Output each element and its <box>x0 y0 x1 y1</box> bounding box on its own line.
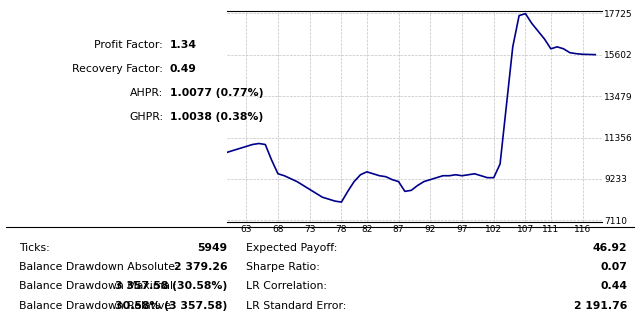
Text: LR Standard Error:: LR Standard Error: <box>246 300 347 311</box>
Text: 0.44: 0.44 <box>600 281 627 292</box>
Text: 1.0077 (0.77%): 1.0077 (0.77%) <box>170 88 263 98</box>
Text: Ticks:: Ticks: <box>19 243 50 253</box>
Text: 2 191.76: 2 191.76 <box>574 300 627 311</box>
Text: 5949: 5949 <box>197 243 227 253</box>
Text: Sharpe Ratio:: Sharpe Ratio: <box>246 262 320 272</box>
Text: Profit Factor:: Profit Factor: <box>95 40 163 50</box>
Text: GHPR:: GHPR: <box>129 112 163 122</box>
Text: 2 379.26: 2 379.26 <box>173 262 227 272</box>
Text: Balance Drawdown Absolute:: Balance Drawdown Absolute: <box>19 262 179 272</box>
Text: LR Correlation:: LR Correlation: <box>246 281 328 292</box>
Text: 30.58% (3 357.58): 30.58% (3 357.58) <box>115 300 227 311</box>
Text: 0.49: 0.49 <box>170 64 196 74</box>
Text: Recovery Factor:: Recovery Factor: <box>72 64 163 74</box>
Text: AHPR:: AHPR: <box>130 88 163 98</box>
Text: 0.07: 0.07 <box>600 262 627 272</box>
Text: 46.92: 46.92 <box>593 243 627 253</box>
Text: 1.34: 1.34 <box>170 40 196 50</box>
Text: Balance Drawdown Maximal:: Balance Drawdown Maximal: <box>19 281 177 292</box>
Text: Balance Drawdown Relative:: Balance Drawdown Relative: <box>19 300 175 311</box>
Text: 1.0038 (0.38%): 1.0038 (0.38%) <box>170 112 263 122</box>
Text: Expected Payoff:: Expected Payoff: <box>246 243 338 253</box>
Text: 3 357.58 (30.58%): 3 357.58 (30.58%) <box>115 281 227 292</box>
